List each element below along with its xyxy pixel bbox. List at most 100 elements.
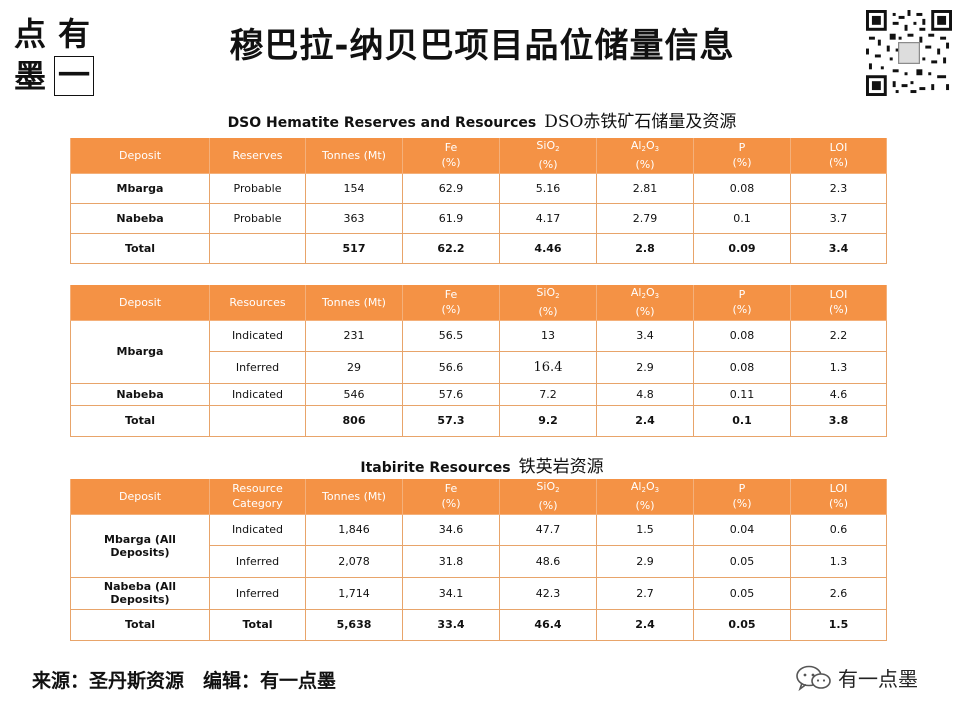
- cell-al2o3: 1.5: [596, 513, 694, 546]
- cell-deposit: Mbarga (All Deposits): [70, 513, 210, 578]
- col-header-p: P (%): [693, 285, 791, 321]
- cell-loi: 3.4: [790, 232, 887, 264]
- cell-p: 0.05: [693, 608, 791, 641]
- cell-loi: 3.8: [790, 404, 887, 437]
- cell-tonnes: 29: [305, 350, 403, 384]
- table-header-row: Deposit Resource Category Tonnes (Mt) Fe(…: [70, 479, 887, 515]
- cell-category: Indicated: [209, 382, 306, 406]
- cell-sio2: 4.17: [499, 202, 597, 234]
- cell-sio2: 4.46: [499, 232, 597, 264]
- cell-tonnes: 363: [305, 202, 403, 234]
- table-header-row: Deposit Resources Tonnes (Mt) Fe (%) SiO2…: [70, 285, 887, 321]
- cell-fe: 61.9: [402, 202, 500, 234]
- cell-category: [209, 232, 306, 264]
- cell-loi: 1.3: [790, 350, 887, 384]
- cell-al2o3: 2.81: [596, 172, 694, 204]
- cell-loi: 1.3: [790, 544, 887, 578]
- table-row: Nabeba (All Deposits) Inferred 1,714 34.…: [70, 576, 887, 610]
- cell-sio2: 16.4: [499, 350, 597, 384]
- cell-tonnes: 2,078: [305, 544, 403, 578]
- cell-fe: 57.6: [402, 382, 500, 406]
- cell-fe: 62.9: [402, 172, 500, 204]
- cell-fe: 57.3: [402, 404, 500, 437]
- logo-char: 点: [13, 15, 46, 53]
- cell-fe: 56.6: [402, 350, 500, 384]
- cell-p: 0.1: [693, 202, 791, 234]
- cell-category: Probable: [209, 202, 306, 234]
- cell-category: [209, 404, 306, 437]
- cell-tonnes: 1,714: [305, 576, 403, 610]
- qr-code-icon: [866, 10, 952, 96]
- cell-tonnes: 154: [305, 172, 403, 204]
- brand-name: 有一点墨: [838, 667, 918, 691]
- col-header-deposit: Deposit: [70, 285, 210, 321]
- cell-category: Total: [209, 608, 306, 641]
- col-header-al2o3: Al2O3 (%): [596, 285, 694, 321]
- itabirite-resources-table: Deposit Resource Category Tonnes (Mt) Fe(…: [70, 479, 887, 641]
- cell-p: 0.08: [693, 350, 791, 384]
- col-header-deposit: Deposit: [70, 479, 210, 515]
- cell-deposit: Nabeba: [70, 382, 210, 406]
- section-title-en: DSO Hematite Reserves and Resources: [227, 115, 537, 131]
- col-header-tonnes: Tonnes (Mt): [305, 479, 403, 515]
- cell-loi: 2.6: [790, 576, 887, 610]
- col-header-al2o3: Al2O3 (%): [596, 479, 694, 515]
- table-row: Inferred 29 56.6 16.4 2.9 0.08 1.3: [71, 350, 887, 384]
- col-header-tonnes: Tonnes (Mt): [305, 285, 403, 321]
- table-row-total: Total Total 5,638 33.4 46.4 2.4 0.05 1.5: [70, 608, 887, 641]
- cell-al2o3: 2.8: [596, 232, 694, 264]
- col-header-loi: LOI (%): [790, 285, 887, 321]
- cell-fe: 34.1: [402, 576, 500, 610]
- cell-deposit: Mbarga: [70, 172, 210, 204]
- wechat-icon: [796, 665, 831, 691]
- table-header-row: Deposit Reserves Tonnes (Mt) Fe (%) SiO2(…: [70, 138, 887, 174]
- cell-p: 0.08: [693, 172, 791, 204]
- cell-category: Probable: [209, 172, 306, 204]
- table-row: Nabeba Probable 363 61.9 4.17 2.79 0.1 3…: [70, 202, 887, 234]
- col-header-al2o3: Al2O3 (%): [596, 138, 694, 174]
- col-header-p: P (%): [693, 138, 791, 174]
- logo-char: 一: [54, 56, 94, 96]
- table-row: Mbarga Indicated 231 56.5 13 3.4 0.08 2.…: [70, 319, 887, 384]
- col-header-deposit: Deposit: [70, 138, 210, 174]
- cell-p: 0.05: [693, 576, 791, 610]
- col-header-fe: Fe (%): [402, 138, 500, 174]
- table-row: Mbarga Probable 154 62.9 5.16 2.81 0.08 …: [70, 172, 887, 204]
- cell-p: 0.08: [693, 319, 791, 352]
- cell-loi: 4.6: [790, 382, 887, 406]
- cell-sio2: 9.2: [499, 404, 597, 437]
- col-header-sio2: SiO2 (%): [499, 138, 597, 174]
- col-header-p: P (%): [693, 479, 791, 515]
- cell-loi: 0.6: [790, 513, 887, 546]
- col-header-fe: Fe (%): [402, 285, 500, 321]
- cell-tonnes: 5,638: [305, 608, 403, 641]
- cell-deposit: Total: [70, 232, 210, 264]
- section-title-dso: DSO Hematite Reserves and Resources DSO赤铁…: [0, 107, 964, 132]
- dso-reserves-table: Deposit Reserves Tonnes (Mt) Fe (%) SiO2(…: [70, 138, 887, 264]
- dso-resources-table: Deposit Resources Tonnes (Mt) Fe (%) SiO2…: [70, 285, 887, 437]
- col-header-loi: LOI (%): [790, 479, 887, 515]
- section-title-cn: 铁英岩资源: [518, 457, 604, 477]
- cell-sio2: 13: [499, 319, 597, 352]
- cell-p: 0.04: [693, 513, 791, 546]
- cell-loi: 2.3: [790, 172, 887, 204]
- cell-loi: 2.2: [790, 319, 887, 352]
- col-header-tonnes: Tonnes (Mt): [305, 138, 403, 174]
- logo: 点 有 墨 一: [8, 12, 96, 98]
- cell-category: Inferred: [209, 544, 306, 578]
- col-header-reserves: Reserves: [209, 138, 306, 174]
- cell-category: Inferred: [209, 576, 306, 610]
- cell-p: 0.1: [693, 404, 791, 437]
- cell-al2o3: 2.7: [596, 576, 694, 610]
- cell-al2o3: 2.9: [596, 350, 694, 384]
- cell-category: Indicated: [209, 513, 306, 546]
- cell-p: 0.05: [693, 544, 791, 578]
- table-row-total: Total 806 57.3 9.2 2.4 0.1 3.8: [70, 404, 887, 437]
- cell-deposit: Nabeba: [70, 202, 210, 234]
- cell-sio2: 47.7: [499, 513, 597, 546]
- cell-tonnes: 1,846: [305, 513, 403, 546]
- cell-al2o3: 3.4: [596, 319, 694, 352]
- cell-sio2: 5.16: [499, 172, 597, 204]
- cell-p: 0.09: [693, 232, 791, 264]
- col-header-resources: Resources: [209, 285, 306, 321]
